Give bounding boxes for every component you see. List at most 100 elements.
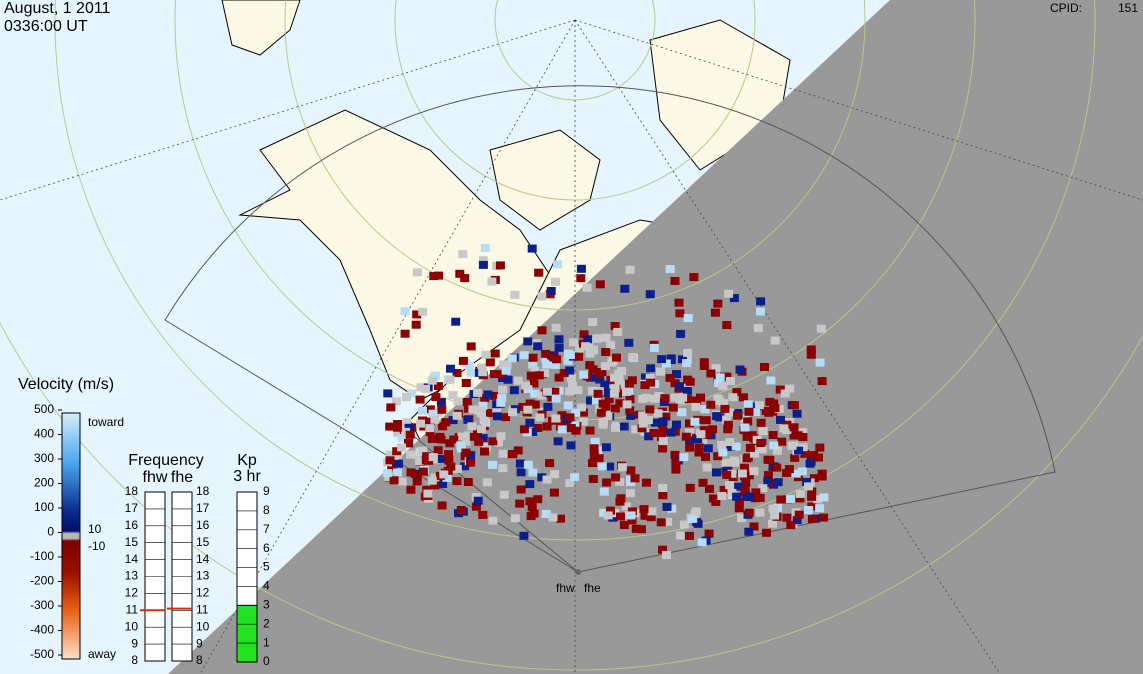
- scatter-cell: [814, 453, 823, 462]
- scatter-cell: [690, 417, 700, 426]
- scatter-cell: [749, 467, 759, 476]
- scatter-cell: [733, 411, 743, 420]
- scatter-cell: [667, 504, 677, 513]
- scatter-cell: [792, 516, 802, 525]
- scatter-cell: [661, 412, 671, 421]
- scatter-cell: [776, 495, 786, 504]
- scatter-cell: [585, 361, 595, 370]
- freq-tick-label: 17: [196, 501, 210, 515]
- scatter-cell: [621, 502, 631, 511]
- scatter-cell: [722, 415, 731, 424]
- scatter-cell: [708, 425, 718, 434]
- scatter-cell: [412, 310, 422, 319]
- scatter-cell: [412, 477, 422, 486]
- scatter-cell: [478, 401, 488, 410]
- scatter-cell: [585, 426, 595, 435]
- scatter-cell: [515, 499, 525, 508]
- scatter-cell: [701, 416, 711, 425]
- night-side: [168, 0, 1143, 674]
- scatter-cell: [513, 446, 523, 455]
- scatter-cell: [698, 436, 708, 445]
- scatter-cell: [790, 401, 799, 410]
- scatter-cell: [734, 482, 743, 491]
- scatter-cell: [474, 437, 484, 446]
- scatter-cell: [603, 412, 613, 421]
- scatter-cell: [660, 394, 670, 403]
- kp-tick-label: 1: [263, 635, 270, 649]
- scatter-cell: [601, 402, 611, 411]
- scatter-cell: [483, 390, 493, 399]
- scatter-cell: [588, 459, 597, 467]
- scatter-cell: [615, 497, 625, 506]
- scatter-cell: [750, 494, 760, 503]
- freq-tick-label: 11: [126, 602, 139, 616]
- scatter-cell: [721, 458, 731, 467]
- scatter-cell: [507, 354, 517, 363]
- scatter-cell: [727, 488, 737, 497]
- scatter-cell: [666, 356, 676, 364]
- scatter-cell: [579, 370, 589, 379]
- freq-tick-label: 12: [196, 586, 210, 600]
- scatter-cell: [478, 260, 488, 269]
- scatter-cell: [658, 545, 667, 554]
- scatter-cell: [402, 418, 412, 427]
- scatter-cell: [437, 405, 447, 414]
- scatter-cell: [567, 374, 576, 383]
- scatter-cell: [466, 458, 476, 467]
- scatter-cell: [717, 440, 727, 449]
- scatter-cell: [710, 308, 720, 317]
- scatter-cell: [586, 396, 595, 405]
- velocity-tick-label: 400: [34, 427, 54, 441]
- scatter-cell: [528, 468, 538, 477]
- scatter-cell: [542, 360, 552, 369]
- scatter-cell: [427, 376, 437, 385]
- scatter-cell: [756, 439, 766, 447]
- scatter-cell: [809, 451, 819, 460]
- scatter-cell: [498, 385, 508, 394]
- scatter-cell: [521, 381, 531, 390]
- scatter-cell: [809, 474, 819, 483]
- scatter-cell: [581, 342, 591, 351]
- scatter-cell: [400, 329, 410, 338]
- scatter-cell: [482, 409, 492, 417]
- scatter-cell: [601, 348, 611, 356]
- scatter-cell: [617, 463, 627, 472]
- scatter-cell: [401, 427, 410, 436]
- scatter-cell: [566, 424, 576, 432]
- scatter-cell: [425, 424, 435, 433]
- scatter-cell: [807, 492, 817, 501]
- scatter-cell: [445, 439, 455, 448]
- scatter-cell: [438, 422, 448, 431]
- scatter-cell: [816, 324, 826, 333]
- scatter-cell: [631, 425, 641, 434]
- scatter-cell: [589, 444, 599, 453]
- scatter-cell: [488, 437, 498, 446]
- scatter-cell: [813, 495, 823, 504]
- scatter-cell: [732, 492, 742, 501]
- scatter-cell: [478, 510, 488, 519]
- kp-tick-label: 8: [263, 503, 270, 517]
- scatter-cell: [672, 420, 681, 429]
- scatter-cell: [622, 400, 632, 409]
- radar-name: fhw: [143, 469, 168, 486]
- scatter-cell: [427, 476, 437, 485]
- scatter-cell: [588, 475, 598, 483]
- scatter-cell: [787, 441, 797, 450]
- scatter-cell: [647, 507, 657, 516]
- scatter-cell: [386, 403, 396, 412]
- scatter-cell: [576, 274, 586, 283]
- freq-tick-label: 9: [196, 636, 203, 650]
- scatter-cell: [501, 366, 511, 375]
- scatter-cell: [741, 479, 751, 487]
- scatter-cell: [679, 520, 689, 529]
- scatter-cell: [503, 375, 513, 384]
- kp-tick-label: 0: [263, 654, 270, 668]
- scatter-cell: [713, 394, 723, 403]
- scatter-cell: [645, 373, 655, 382]
- scatter-cell: [445, 375, 455, 384]
- kp-tick-label: 6: [263, 541, 270, 555]
- scatter-cell: [527, 244, 537, 253]
- scatter-cell: [745, 443, 755, 452]
- scatter-cell: [534, 371, 544, 380]
- scatter-cell: [513, 376, 523, 385]
